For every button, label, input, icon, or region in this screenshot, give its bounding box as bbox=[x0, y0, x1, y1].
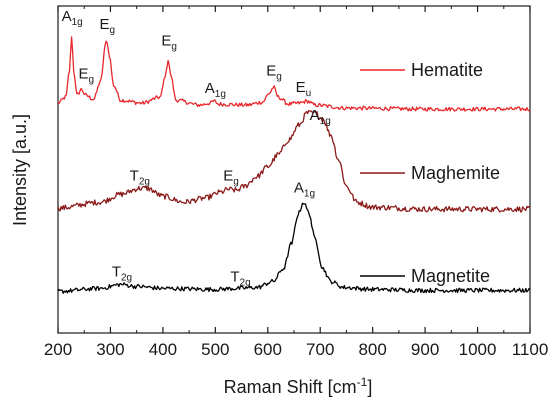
legend-label-magnetite: Magnetite bbox=[411, 266, 490, 286]
peak-label-main: A bbox=[294, 179, 304, 196]
peak-label-sub: g bbox=[171, 42, 177, 53]
peak-label-sub: 2g bbox=[121, 273, 132, 284]
peak-label-T2g: T2g bbox=[130, 167, 150, 187]
peak-label-main: T bbox=[230, 268, 239, 285]
peak-label-main: T bbox=[112, 264, 121, 281]
peak-label-sub: 1g bbox=[304, 188, 315, 199]
peak-label-sub: 1g bbox=[72, 17, 83, 28]
peak-label-Eg: Eg bbox=[266, 62, 282, 82]
x-tick-label-400: 400 bbox=[149, 340, 177, 359]
peak-label-main: E bbox=[100, 16, 110, 33]
peak-label-Eg: Eg bbox=[223, 167, 239, 187]
series-line-magnetite bbox=[57, 202, 531, 294]
peak-label-A1g: A1g bbox=[205, 80, 226, 100]
x-tick-label-900: 900 bbox=[411, 340, 439, 359]
peak-label-main: T bbox=[130, 167, 139, 184]
peak-label-main: A bbox=[310, 107, 320, 124]
x-tick-label-700: 700 bbox=[306, 340, 334, 359]
x-tick-label-800: 800 bbox=[358, 340, 386, 359]
peak-label-sub: 1g bbox=[320, 116, 331, 127]
x-tick-label-300: 300 bbox=[96, 340, 124, 359]
legend-label-maghemite: Maghemite bbox=[411, 163, 500, 183]
peak-label-T2g: T2g bbox=[112, 264, 132, 284]
peak-label-Eg: Eg bbox=[100, 16, 116, 36]
peak-label-Eg: Eg bbox=[161, 33, 177, 53]
x-tick-label-1000: 1000 bbox=[459, 340, 497, 359]
y-axis-label: Intensity [a.u.] bbox=[10, 114, 30, 226]
peak-label-T2g: T2g bbox=[230, 268, 250, 288]
peak-label-sub: g bbox=[89, 74, 95, 85]
peak-label-main: A bbox=[205, 80, 215, 97]
peak-label-sub: 1g bbox=[215, 89, 226, 100]
x-tick-label-600: 600 bbox=[254, 340, 282, 359]
peak-label-A1g: A1g bbox=[294, 179, 315, 199]
peak-label-main: E bbox=[266, 62, 276, 79]
peak-label-main: E bbox=[296, 79, 306, 96]
peak-label-sub: g bbox=[233, 176, 239, 187]
series-layer bbox=[57, 36, 531, 294]
peak-label-A1g: A1g bbox=[310, 107, 331, 127]
series-line-maghemite bbox=[57, 110, 531, 213]
peak-label-main: A bbox=[62, 8, 72, 25]
x-tick-label-500: 500 bbox=[201, 340, 229, 359]
peak-label-sub: u bbox=[306, 88, 312, 99]
axes: 200 300 400 500 600 700 800 900 1000 1100 bbox=[44, 6, 548, 359]
legend-label-hematite: Hematite bbox=[411, 60, 483, 80]
x-axis-label-suffix: ] bbox=[367, 377, 372, 397]
x-tick-label-1100: 1100 bbox=[512, 340, 549, 359]
peak-label-sub: g bbox=[110, 25, 116, 36]
x-axis-label: Raman Shift [cm-1] bbox=[224, 375, 373, 397]
x-tick-label-200: 200 bbox=[44, 340, 72, 359]
peak-label-Eu: Eu bbox=[296, 79, 312, 99]
x-axis-label-text: Raman Shift [cm bbox=[224, 377, 357, 397]
peak-label-Eg: Eg bbox=[79, 65, 95, 85]
peak-label-main: E bbox=[223, 167, 233, 184]
peak-label-sub: 2g bbox=[240, 277, 251, 288]
peak-label-sub: 2g bbox=[139, 176, 150, 187]
peak-label-sub: g bbox=[276, 71, 282, 82]
peak-label-main: E bbox=[79, 65, 89, 82]
peak-label-A1g: A1g bbox=[62, 8, 83, 28]
series-line-hematite bbox=[57, 36, 531, 112]
legend: Hematite Maghemite Magnetite bbox=[360, 60, 500, 286]
peak-label-main: E bbox=[161, 33, 171, 50]
x-axis-label-sup: -1 bbox=[357, 375, 368, 389]
